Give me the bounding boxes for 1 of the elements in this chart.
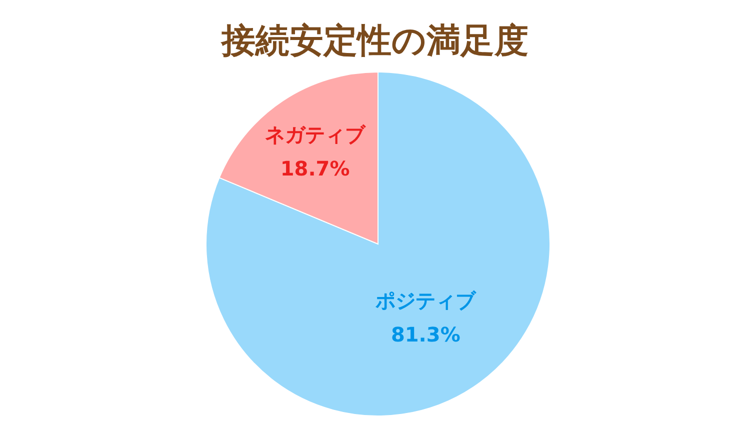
title: 接続安定性の満足度 — [222, 21, 528, 61]
